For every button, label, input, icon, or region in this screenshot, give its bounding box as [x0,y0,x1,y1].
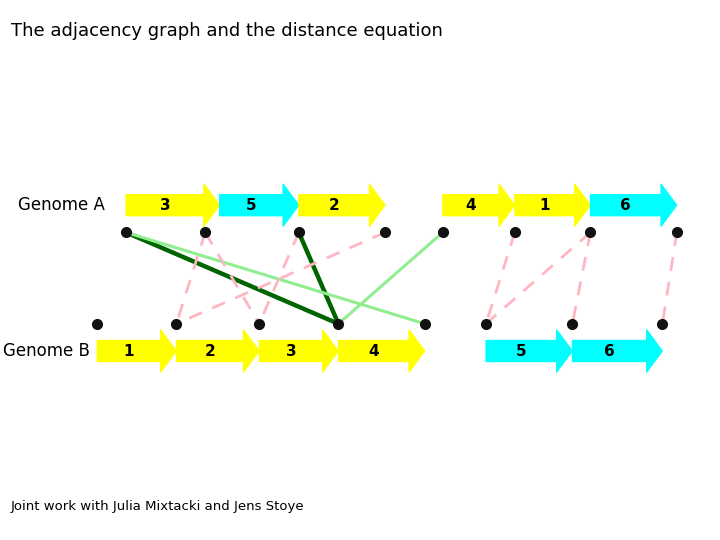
FancyArrow shape [299,184,385,227]
FancyArrow shape [338,329,425,373]
FancyArrow shape [97,329,176,373]
FancyArrow shape [515,184,590,227]
Text: 2: 2 [329,198,339,213]
Text: Genome B: Genome B [4,342,90,360]
Text: Joint work with Julia Mixtacki and Jens Stoye: Joint work with Julia Mixtacki and Jens … [11,500,305,513]
Text: 5: 5 [246,198,256,213]
FancyArrow shape [220,184,299,227]
FancyArrow shape [259,329,338,373]
Text: Genome A: Genome A [18,196,104,214]
FancyArrow shape [486,329,572,373]
Text: 3: 3 [160,198,170,213]
Text: 3: 3 [286,343,296,359]
Text: 1: 1 [124,343,134,359]
Text: 6: 6 [621,198,631,213]
FancyArrow shape [176,329,259,373]
Text: 6: 6 [604,343,615,359]
FancyArrow shape [126,184,220,227]
Text: 4: 4 [466,198,476,213]
Text: 4: 4 [369,343,379,359]
FancyArrow shape [443,184,515,227]
Text: 5: 5 [516,343,526,359]
FancyArrow shape [572,329,662,373]
Text: 1: 1 [539,198,550,213]
FancyArrow shape [590,184,677,227]
Text: The adjacency graph and the distance equation: The adjacency graph and the distance equ… [11,22,443,39]
Text: 2: 2 [204,343,215,359]
